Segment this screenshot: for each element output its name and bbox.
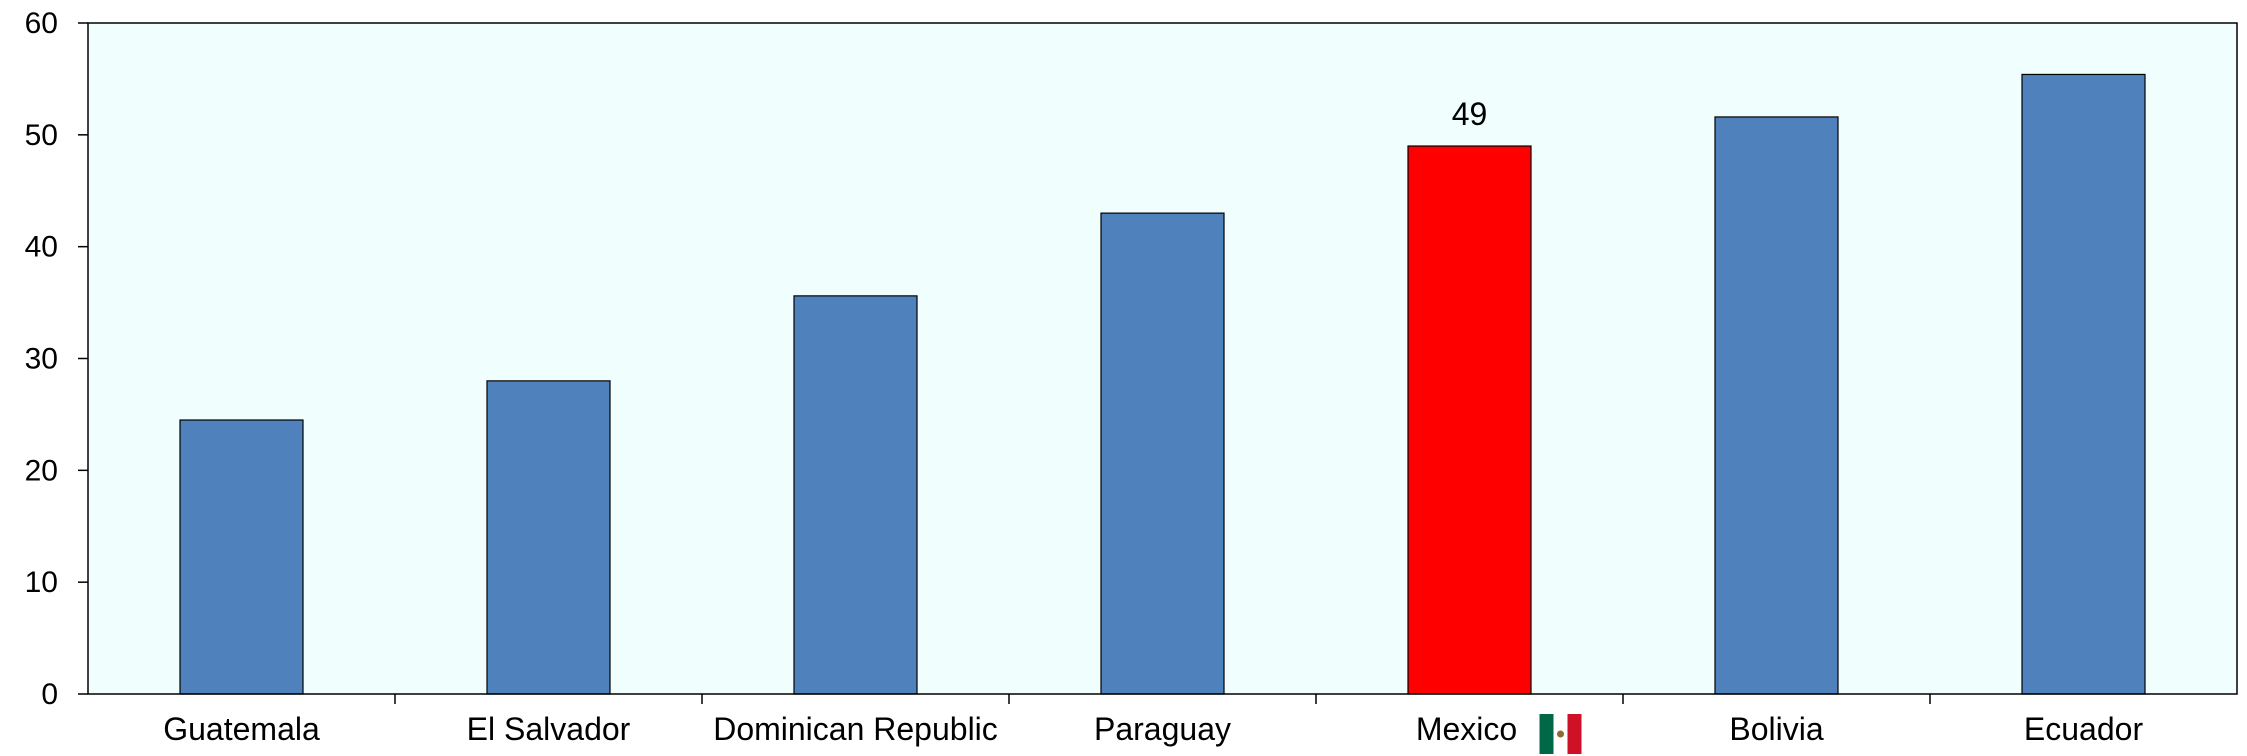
bar-highlighted xyxy=(1407,145,1532,695)
plot-frame xyxy=(87,22,2238,695)
data-label: 49 xyxy=(1452,96,1488,132)
x-axis xyxy=(394,694,1931,704)
y-tick-label: 50 xyxy=(25,119,58,152)
x-tick-label: Bolivia xyxy=(1729,711,1823,747)
bar xyxy=(793,295,918,695)
x-tick-label: Guatemala xyxy=(163,711,320,747)
x-tick-label: Paraguay xyxy=(1094,711,1231,747)
y-tick-label: 30 xyxy=(25,343,58,376)
bar xyxy=(179,419,304,695)
bar xyxy=(486,380,611,695)
x-tick-label: Mexico xyxy=(1416,711,1517,747)
bar xyxy=(1100,212,1225,695)
bars: 49 xyxy=(179,73,2146,695)
bar xyxy=(2021,73,2146,695)
y-tick-label: 20 xyxy=(25,454,58,487)
y-tick-label: 10 xyxy=(25,566,58,599)
bar xyxy=(1714,116,1839,695)
y-tick-label: 40 xyxy=(25,231,58,264)
x-tick-label: Dominican Republic xyxy=(713,711,998,747)
x-tick-label: Ecuador xyxy=(2024,711,2144,747)
mexico-flag-icon xyxy=(1539,714,1582,754)
x-tick-label: El Salvador xyxy=(467,711,631,747)
y-tick-label: 0 xyxy=(41,678,58,711)
y-tick-label: 60 xyxy=(25,7,58,40)
y-axis: 0 10 20 30 40 50 60 xyxy=(25,7,88,711)
category-labels: Guatemala El Salvador Dominican Republic Pa… xyxy=(163,711,2143,754)
